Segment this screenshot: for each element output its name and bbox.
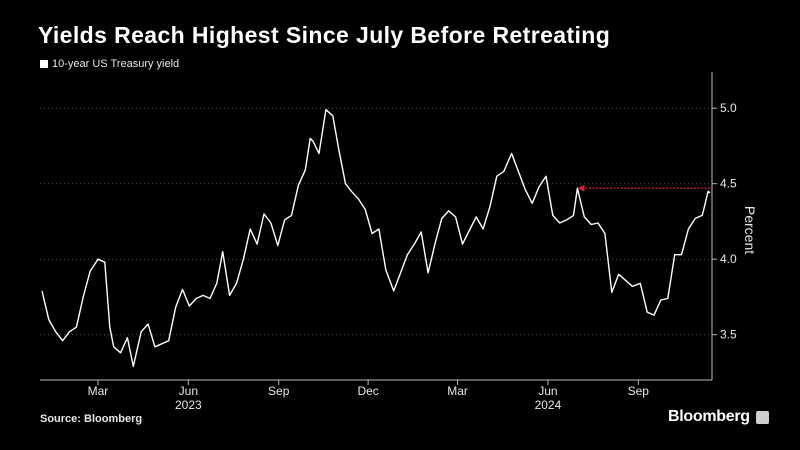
legend-label: 10-year US Treasury yield	[52, 58, 180, 70]
y-axis-title: Percent	[742, 206, 758, 254]
x-tick-label: Sep	[628, 384, 650, 398]
bloomberg-logo: Bloomberg	[668, 408, 769, 426]
source-note: Source: Bloomberg	[40, 413, 143, 425]
chart-title: Yields Reach Highest Since July Before R…	[38, 22, 611, 48]
brand-text: Bloomberg	[668, 408, 750, 425]
y-tick-label: 5.0	[720, 101, 737, 115]
y-tick-label: 3.5	[720, 328, 737, 342]
x-tick-label: Jun	[538, 384, 557, 398]
x-year-label: 2023	[175, 398, 202, 412]
legend-swatch	[40, 60, 48, 68]
x-tick-label: Sep	[268, 384, 290, 398]
x-tick-label: Mar	[88, 384, 109, 398]
legend: 10-year US Treasury yield	[40, 58, 179, 70]
x-tick-label: Jun	[179, 384, 198, 398]
series-line	[41, 109, 711, 368]
annotation-arrow-head	[577, 184, 585, 192]
x-tick-label: Mar	[447, 384, 468, 398]
y-tick-label: 4.0	[720, 252, 737, 266]
brand-mark-icon	[755, 410, 769, 424]
x-year-label: 2024	[535, 398, 562, 412]
y-tick-label: 4.5	[720, 177, 737, 191]
x-tick-label: Dec	[357, 384, 378, 398]
